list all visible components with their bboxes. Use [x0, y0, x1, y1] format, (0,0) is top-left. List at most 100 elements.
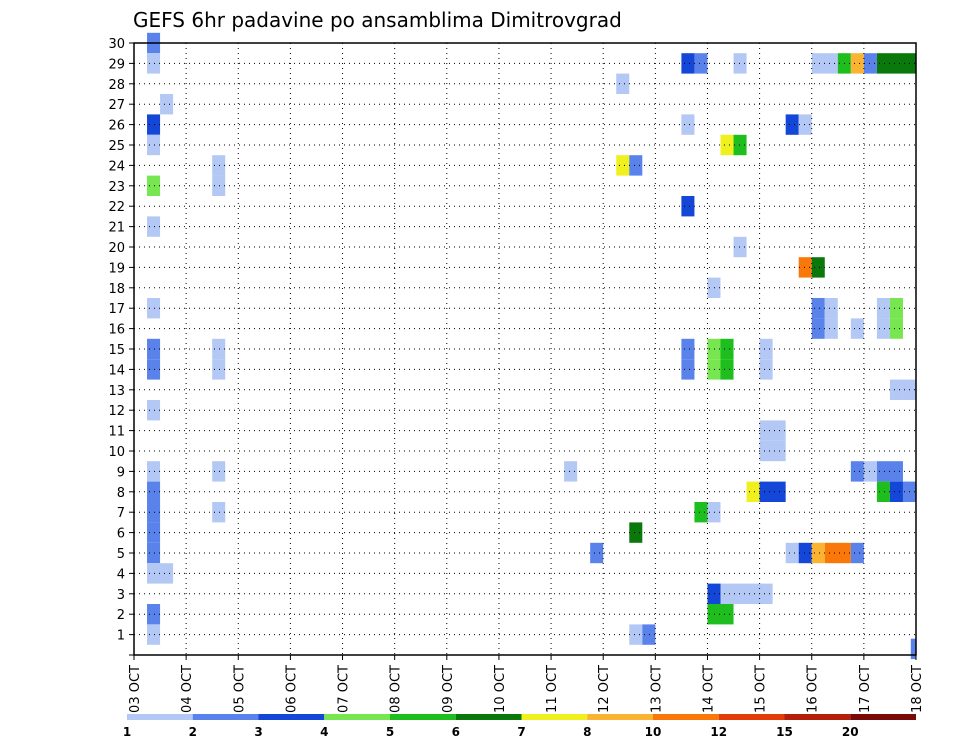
chart-title: GEFS 6hr padavine po ansamblima Dimitrov… [133, 8, 622, 32]
y-tick-label: 3 [117, 588, 125, 603]
heatmap-cell [147, 481, 161, 502]
colorbar-label: 10 [645, 725, 662, 739]
colorbar-swatch [455, 714, 522, 720]
y-tick-label: 28 [108, 78, 125, 93]
heatmap-cell [798, 542, 812, 564]
x-tick-label: 14 OCT [701, 665, 716, 713]
heatmap-cell [824, 542, 851, 564]
x-tick-label: 05 OCT [232, 665, 247, 713]
heatmap-cell [850, 53, 864, 74]
heatmap-cell [889, 481, 903, 502]
x-tick-label: 17 OCT [858, 665, 873, 713]
heatmap-cell [147, 604, 161, 625]
colorbar-label: 5 [386, 725, 394, 739]
heatmap-cell [212, 461, 226, 482]
heatmap-cell [707, 338, 721, 360]
heatmap-cell [147, 298, 161, 319]
heatmap-cell [212, 359, 226, 380]
x-tick-label: 06 OCT [284, 665, 299, 713]
heatmap-cell [681, 53, 695, 74]
y-tick-label: 5 [117, 547, 125, 562]
y-tick-label: 21 [108, 221, 125, 236]
heatmap-cell [863, 461, 877, 482]
colorbar-label: 2 [189, 725, 197, 739]
heatmap-cell [147, 216, 161, 237]
heatmap-cell [733, 53, 747, 74]
heatmap-cell [147, 359, 161, 380]
heatmap-cell [876, 318, 890, 339]
heatmap-cell [147, 461, 161, 482]
heatmap-cell [707, 583, 721, 604]
colorbar-swatch [390, 714, 456, 720]
heatmap-cell [720, 338, 734, 360]
heatmap-cell [147, 522, 161, 543]
heatmap-cell [642, 624, 656, 645]
colorbar-swatch [653, 714, 719, 720]
heatmap-cells [147, 32, 916, 660]
heatmap-cell [850, 542, 864, 564]
colorbar-swatch [718, 714, 785, 720]
y-tick-label: 19 [108, 261, 125, 276]
heatmap-cell [707, 604, 734, 625]
y-tick-label: 8 [117, 486, 125, 501]
colorbar-swatch [784, 714, 851, 720]
heatmap-cell [212, 502, 226, 523]
heatmap-cell [629, 624, 643, 645]
heatmap-cell [863, 53, 877, 74]
y-tick-label: 17 [108, 302, 125, 317]
heatmap-cell [147, 53, 161, 74]
heatmap-cell [720, 359, 734, 380]
y-tick-label: 2 [117, 608, 125, 623]
heatmap-cell [707, 359, 721, 380]
y-tick-label: 9 [117, 465, 125, 480]
heatmap-cell [147, 175, 161, 196]
heatmap-cell [759, 338, 773, 360]
heatmap-cell [147, 624, 161, 645]
heatmap-cell [785, 114, 799, 135]
colorbar-label: 4 [320, 725, 328, 739]
colorbar-swatch [192, 714, 259, 720]
y-tick-label: 6 [117, 527, 125, 542]
y-tick-label: 15 [108, 343, 125, 358]
x-tick-label: 16 OCT [806, 665, 821, 713]
heatmap-cell [798, 257, 812, 278]
heatmap-cell [147, 134, 161, 156]
y-tick-label: 10 [108, 445, 125, 460]
heatmap-cell [811, 257, 825, 278]
colorbar-label: 20 [842, 725, 859, 739]
heatmap-cell [147, 338, 161, 360]
heatmap-cell [798, 114, 812, 135]
heatmap-cell [616, 155, 630, 176]
heatmap-cell [629, 522, 643, 543]
y-tick-label: 4 [117, 567, 125, 582]
y-tick-label: 29 [108, 57, 125, 72]
heatmap-cell [629, 155, 643, 176]
heatmap-cell [733, 134, 747, 156]
heatmap-cell [889, 318, 903, 339]
colorbar-swatch [258, 714, 325, 720]
colorbar: 1 2 3 4 5 6 7 8 10 12 15 20 [123, 714, 916, 739]
colorbar-swatch [127, 714, 193, 720]
x-tick-label: 18 OCT [910, 665, 925, 713]
heatmap-cell [733, 236, 747, 258]
axis-ticks [129, 42, 917, 660]
x-tick-label: 10 OCT [493, 665, 508, 713]
colorbar-label: 7 [517, 725, 525, 739]
x-tick-label: 09 OCT [441, 665, 456, 713]
heatmap-cell [681, 359, 695, 380]
heatmap-cell [889, 298, 903, 319]
heatmap-cell [616, 73, 630, 94]
heatmap-cell [876, 53, 916, 74]
heatmap-cell [720, 134, 734, 156]
heatmap-cell [147, 542, 161, 564]
heatmap-cell [147, 400, 161, 421]
x-tick-label: 04 OCT [180, 665, 195, 713]
heatmap-cell [759, 359, 773, 380]
colorbar-swatch [587, 714, 653, 720]
heatmap-cell [147, 563, 174, 584]
y-tick-label: 25 [108, 139, 125, 154]
heatmap-cell [681, 338, 695, 360]
colorbar-label: 3 [254, 725, 262, 739]
y-tick-label: 22 [108, 200, 125, 215]
